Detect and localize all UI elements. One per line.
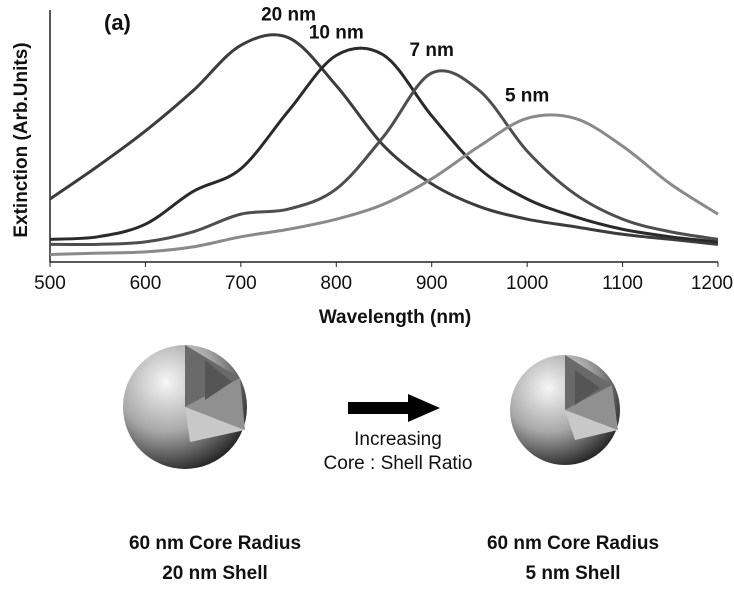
sphere-left [123,345,247,469]
caption: 60 nm Core Radius [129,533,301,554]
x-tick-label: 1100 [602,273,643,294]
x-tick-label: 600 [130,273,162,294]
sphere-right [510,355,620,465]
arrow-label: Core : Shell Ratio [324,453,473,474]
series-label: 10 nm [309,22,364,43]
series-label: 5 nm [505,85,549,106]
y-axis-label: Extinction (Arb.Units) [11,42,32,237]
x-tick-label: 1200 [691,273,733,294]
x-tick-label: 700 [225,273,257,294]
series-label: 7 nm [410,40,454,61]
arrow-label: Increasing [354,429,442,450]
x-tick-label: 800 [320,273,352,294]
arrow [348,394,440,422]
panel-label: (a) [104,10,131,35]
series-line [50,35,718,245]
caption: 20 nm Shell [162,563,268,584]
series-line [50,71,718,245]
x-tick-label: 500 [34,273,66,294]
x-tick-label: 900 [416,273,448,294]
caption: 60 nm Core Radius [487,533,659,554]
x-tick-label: 1000 [506,273,548,294]
caption: 5 nm Shell [525,563,620,584]
figure: (a) Extinction (Arb.Units) Wavelength (n… [0,0,734,588]
x-axis-label: Wavelength (nm) [319,307,471,328]
series-label: 20 nm [261,5,316,26]
